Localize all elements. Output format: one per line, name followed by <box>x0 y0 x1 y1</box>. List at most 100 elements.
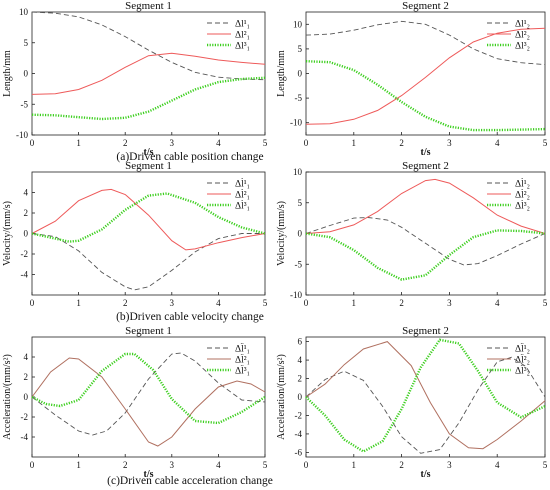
series-line-1 <box>305 356 546 454</box>
x-tick-label: 2 <box>399 460 404 470</box>
chart-panel-6: 0 1 2 3 4 5 6 4 2 0 -2 -4 -6 Segment 2 t/s Acceleration… <box>276 325 548 480</box>
x-tick-label: 0 <box>30 298 35 308</box>
x-tick-label: 1 <box>352 460 357 470</box>
series-line-2 <box>305 27 546 125</box>
y-tick-label: 0 <box>298 229 303 239</box>
series-line-1 <box>31 233 265 291</box>
x-tick-label: 2 <box>123 298 128 308</box>
y-tick-label: 5 <box>24 38 29 48</box>
x-tick-label: 5 <box>263 298 268 308</box>
chart-title: Segment 2 <box>402 325 449 337</box>
legend-label: Δl̇³₂ <box>515 199 530 211</box>
y-axis-label: Velocity/(mm/s) <box>2 201 13 266</box>
legend-label: Δl̇¹₁ <box>235 177 250 189</box>
x-tick-label: 2 <box>123 138 128 148</box>
y-tick-label: -4 <box>21 432 29 442</box>
legend-label: Δl̈³₁ <box>235 364 250 376</box>
y-tick-label: -10 <box>290 290 302 300</box>
y-tick-label: -2 <box>295 410 303 420</box>
series-line-3 <box>31 352 266 425</box>
legend-label: Δl̈²₁ <box>235 353 250 365</box>
legend-label: Δl̈³₂ <box>515 364 530 376</box>
caption-a: (a)Driven cable position change <box>116 151 263 163</box>
y-axis-label: Acceleration/(mm/s²) <box>2 354 13 440</box>
y-tick-label: 10 <box>293 167 303 177</box>
legend-label: Δl³₂ <box>515 42 530 52</box>
y-tick-label: 6 <box>298 337 303 347</box>
chart-panel-4: 0 1 2 3 4 5 10 5 0 -5 -10 Segment 2 Velocity/(mm/s) Δ… <box>276 160 548 308</box>
legend-label: Δl²₁ <box>235 31 250 41</box>
x-tick-label: 3 <box>170 138 175 148</box>
x-tick-label: 2 <box>399 298 404 308</box>
y-tick-label: -4 <box>21 270 29 280</box>
legend-label: Δl̈²₂ <box>515 353 530 365</box>
series-line-3 <box>305 338 546 453</box>
series-line-1 <box>305 217 546 266</box>
series-line-3 <box>31 76 266 121</box>
x-tick-label: 4 <box>495 138 500 148</box>
y-tick-label: 5 <box>298 198 303 208</box>
series-line-1 <box>31 11 266 81</box>
x-tick-label: 4 <box>216 298 221 308</box>
y-tick-label: -5 <box>295 93 303 103</box>
x-tick-label: 3 <box>170 460 175 470</box>
chart-title: Segment 1 <box>125 0 172 12</box>
x-tick-label: 3 <box>170 298 175 308</box>
y-tick-label: 0 <box>298 69 303 79</box>
x-tick-label: 1 <box>352 138 357 148</box>
series-line-3 <box>305 60 546 132</box>
x-tick-label: 4 <box>216 138 221 148</box>
plot-frame <box>305 11 546 136</box>
legend-label: Δl̇²₁ <box>235 188 250 200</box>
y-tick-label: -10 <box>290 118 302 128</box>
x-tick-label: 0 <box>304 138 309 148</box>
legend-label: Δl̇¹₂ <box>515 177 530 189</box>
x-tick-label: 5 <box>263 460 268 470</box>
chart-panel-2: 0 1 2 3 4 5 10 5 0 -5 -10 Segment 2 t/s Length/mm Δl¹₂… <box>276 0 548 158</box>
chart-title: Segment 1 <box>125 325 172 337</box>
x-tick-label: 2 <box>399 138 404 148</box>
chart-panel-5: 0 1 2 3 4 5 4 2 0 -2 -4 Segment 1 t/s Acceleration/(m… <box>2 325 268 480</box>
y-tick-label: 0 <box>24 392 29 402</box>
y-tick-label: -2 <box>21 249 29 259</box>
y-axis-label: Velocity/(mm/s) <box>276 201 287 266</box>
chart-title: Segment 2 <box>402 160 449 172</box>
series-line-3 <box>31 192 266 243</box>
chart-panel-3: 0 1 2 3 4 5 4 2 0 -2 -4 Segment 1 Velocity/(mm/s) Δl̇… <box>2 160 268 308</box>
y-axis-label: Length/mm <box>276 50 287 97</box>
legend-label: Δl²₂ <box>515 31 530 41</box>
x-tick-label: 1 <box>76 460 81 470</box>
x-axis-label: t/s <box>421 147 431 158</box>
series-line-2 <box>31 357 266 447</box>
plot-frame <box>305 171 546 296</box>
y-tick-label: -2 <box>21 412 29 422</box>
x-tick-label: 3 <box>447 138 452 148</box>
x-axis-label: t/s <box>144 147 154 158</box>
y-tick-label: -4 <box>295 429 303 439</box>
y-tick-label: 4 <box>24 352 29 362</box>
x-tick-label: 0 <box>30 138 35 148</box>
chart-title: Segment 1 <box>125 160 172 172</box>
legend-label: Δl³₁ <box>235 42 250 52</box>
x-tick-label: 3 <box>447 460 452 470</box>
y-tick-label: 10 <box>19 7 29 17</box>
series-line-1 <box>31 352 266 436</box>
x-tick-label: 5 <box>263 138 268 148</box>
series-line-2 <box>305 341 546 450</box>
x-tick-label: 0 <box>30 460 35 470</box>
caption-b: (b)Driven cable velocity change <box>116 311 264 323</box>
x-axis-label: t/s <box>421 469 431 480</box>
y-tick-label: -6 <box>295 447 303 457</box>
x-tick-label: 1 <box>352 298 357 308</box>
x-tick-label: 4 <box>495 460 500 470</box>
x-tick-label: 3 <box>447 298 452 308</box>
x-tick-label: 4 <box>495 298 500 308</box>
x-tick-label: 4 <box>216 460 221 470</box>
x-axis-label: t/s <box>144 469 154 480</box>
series-line-2 <box>305 178 546 234</box>
y-tick-label: 2 <box>24 372 29 382</box>
y-axis-label: Acceleration/(mm/s²) <box>276 354 287 440</box>
y-tick-label: 0 <box>24 69 29 79</box>
